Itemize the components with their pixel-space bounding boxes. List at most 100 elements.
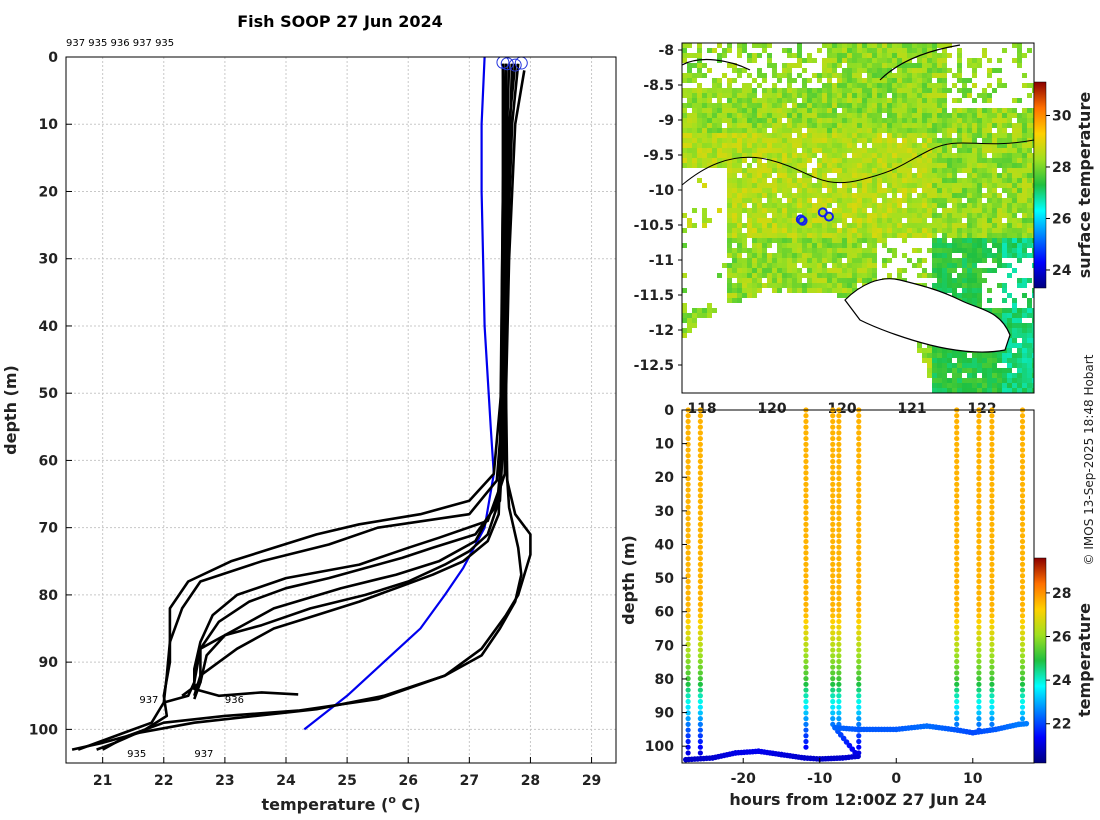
section-dot: [1019, 630, 1026, 636]
section-dot: [836, 596, 842, 602]
section-dot: [989, 693, 995, 699]
map-cell: [877, 98, 882, 103]
map-cell: [717, 98, 722, 103]
map-cell: [842, 128, 847, 133]
map-cell: [917, 113, 922, 118]
map-cell: [787, 108, 792, 113]
map-cell: [977, 123, 982, 128]
map-cell: [742, 168, 747, 173]
map-cell: [897, 118, 902, 123]
map-cell: [992, 243, 997, 248]
section-dot: [803, 533, 809, 539]
map-cell: [852, 168, 857, 173]
map-cell: [932, 383, 937, 388]
map-cell: [807, 288, 812, 293]
map-cell: [1032, 338, 1034, 343]
map-cell: [817, 133, 822, 138]
map-cell: [927, 103, 932, 108]
map-cell: [957, 248, 962, 253]
section-dot: [1019, 464, 1026, 470]
map-cell: [1032, 173, 1034, 178]
map-cell: [742, 173, 747, 178]
map-cell: [952, 213, 957, 218]
section-dot: [954, 544, 960, 550]
map-cell: [857, 148, 862, 153]
map-cell: [967, 183, 972, 188]
map-cell: [907, 103, 912, 108]
section-dot: [954, 447, 960, 453]
map-cell: [727, 63, 732, 68]
map-cell: [1012, 248, 1017, 253]
map-cell: [997, 133, 1002, 138]
map-cell: [992, 268, 997, 273]
map-cell: [967, 63, 972, 68]
map-cell: [682, 133, 687, 138]
map-cell: [722, 148, 727, 153]
map-cell: [887, 233, 892, 238]
map-cell: [927, 133, 932, 138]
map-cell: [817, 183, 822, 188]
map-cell: [802, 68, 807, 73]
map-cell: [957, 73, 962, 78]
map-cell: [977, 283, 982, 288]
map-cell: [1007, 113, 1012, 118]
map-cell: [772, 63, 777, 68]
section-dot: [989, 555, 995, 562]
map-cell: [957, 98, 962, 103]
section-dot: [1019, 647, 1026, 653]
map-cell: [997, 118, 1002, 123]
map-cell: [687, 143, 692, 148]
section-dot: [856, 658, 862, 665]
map-cell: [927, 128, 932, 133]
map-cell: [857, 78, 862, 83]
map-cell: [877, 178, 882, 183]
map-cell: [857, 108, 862, 113]
map-cell: [702, 208, 707, 213]
map-cell: [847, 93, 852, 98]
map-cell: [692, 313, 697, 318]
map-cell: [937, 53, 942, 58]
map-cell: [867, 83, 872, 88]
section-dot: [685, 424, 691, 430]
map-cell: [787, 138, 792, 143]
map-cell: [752, 193, 757, 198]
map-cell: [932, 158, 937, 163]
map-cell: [987, 158, 992, 163]
map-cell: [887, 228, 892, 233]
map-cell: [972, 118, 977, 123]
section-dot: [803, 573, 809, 579]
section-dot: [836, 515, 842, 522]
map-cell: [957, 273, 962, 278]
map-cell: [802, 248, 807, 253]
map-cell: [822, 118, 827, 123]
profile-xlabel: temperature (o C): [261, 793, 420, 814]
map-cell: [902, 73, 907, 78]
map-cell: [727, 128, 732, 133]
section-dot: [685, 493, 691, 499]
map-cell: [1027, 198, 1032, 203]
map-cell: [742, 83, 747, 88]
map-cell: [882, 123, 887, 128]
map-cell: [872, 83, 877, 88]
map-cell: [957, 283, 962, 288]
section-dot: [976, 664, 982, 670]
map-cell: [997, 223, 1002, 228]
map-cell: [787, 223, 792, 228]
section-dot: [836, 687, 842, 693]
map-cell: [852, 58, 857, 63]
section-dot: [856, 510, 862, 516]
map-cell: [962, 353, 967, 358]
map-cell: [727, 123, 732, 128]
map-cell: [847, 193, 852, 198]
section-dot: [836, 544, 842, 550]
map-cell: [907, 43, 912, 48]
map-cell: [1007, 218, 1012, 223]
section-dot: [685, 555, 691, 562]
map-cell: [747, 73, 752, 78]
map-cell: [792, 103, 797, 108]
map-cell: [917, 208, 922, 213]
map-cell: [917, 158, 922, 163]
map-cell: [867, 153, 872, 158]
map-cell: [962, 258, 967, 263]
map-cell: [772, 233, 777, 238]
